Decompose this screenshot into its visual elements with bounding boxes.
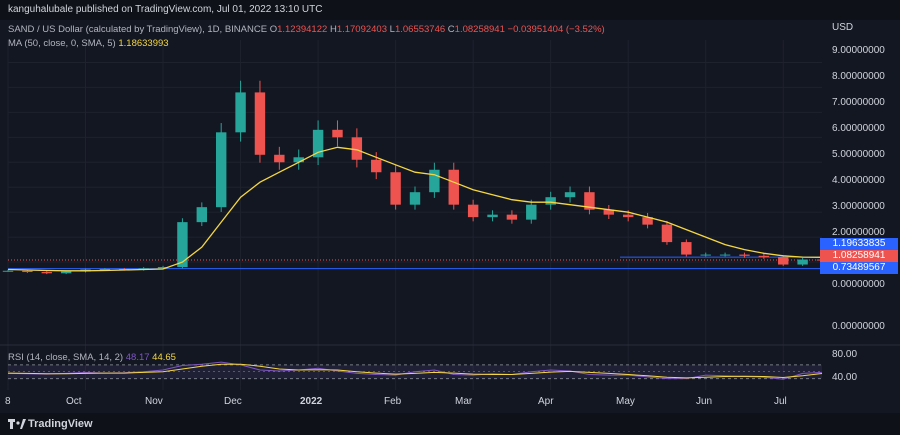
- published-by-text: kanguhalubale published on TradingView.c…: [8, 4, 323, 15]
- x-tick: Dec: [224, 396, 242, 407]
- price-candle: [215, 132, 227, 208]
- price-candle: [545, 197, 556, 205]
- high-value: 1.17092403: [336, 24, 388, 35]
- low-value: 1.06553746: [394, 24, 446, 35]
- price-candle: [312, 129, 324, 158]
- price-candle: [274, 154, 285, 163]
- rsi-tick: 40.00: [832, 372, 858, 383]
- y-tick: 2.00000000: [832, 227, 885, 238]
- x-tick: May: [616, 396, 635, 407]
- price-candle: [371, 159, 382, 173]
- x-tick: Mar: [455, 396, 473, 407]
- y-tick: 0.00000000: [832, 279, 885, 290]
- rsi-tick: 80.00: [832, 349, 858, 360]
- price-candle: [409, 192, 421, 205]
- price-candle: [429, 169, 440, 193]
- x-tick: Nov: [145, 396, 163, 407]
- price-candle: [642, 217, 653, 225]
- x-tick: Oct: [66, 396, 82, 407]
- price-candle: [22, 270, 33, 273]
- price-candle: [526, 204, 537, 220]
- y-tick: 3.00000000: [832, 201, 885, 212]
- footer-brand: TradingView: [28, 418, 93, 430]
- lower-level-badge: 0.73489567: [820, 262, 898, 274]
- open-value: 1.12394122: [277, 24, 328, 35]
- price-candle: [506, 214, 518, 220]
- rsi-ma-value: 44.65: [152, 352, 176, 363]
- price-candle: [254, 92, 266, 155]
- y-tick: 5.00000000: [832, 149, 885, 160]
- price-candle: [622, 214, 634, 218]
- y-tick: 8.00000000: [832, 71, 885, 82]
- price-candle: [487, 214, 498, 218]
- change-value: −0.03951404 (−3.52%): [507, 24, 605, 35]
- open-label: O: [269, 24, 278, 35]
- price-candle: [797, 259, 808, 265]
- close-label: C: [447, 24, 455, 35]
- x-tick: Jun: [696, 396, 713, 407]
- price-candle: [332, 129, 343, 138]
- price-candle: [681, 242, 692, 255]
- price-candle: [157, 267, 169, 269]
- x-tick: Jul: [774, 396, 787, 407]
- price-candle: [564, 192, 576, 198]
- price-candle: [661, 224, 673, 243]
- price-candle: [719, 254, 731, 256]
- price-candle: [235, 92, 246, 133]
- price-candle: [60, 271, 72, 274]
- rsi-value: 48.17: [125, 352, 150, 363]
- x-tick: 2022: [300, 396, 323, 407]
- x-tick: Apr: [538, 396, 554, 407]
- symbol-title: SAND / US Dollar (calculated by TradingV…: [8, 24, 268, 35]
- price-candle: [778, 257, 789, 265]
- ma-legend: MA (50, close, 0, SMA, 5) 1.18633993: [8, 38, 169, 49]
- tradingview-logo-icon: [8, 419, 26, 429]
- last-price-badge: 1.08258941: [820, 250, 898, 262]
- currency-label: USD: [832, 22, 854, 33]
- rsi-line: [7, 361, 823, 380]
- price-candle: [351, 137, 363, 160]
- price-candle: [584, 192, 595, 210]
- y-tick: 6.00000000: [832, 123, 885, 134]
- y-tick: 0.00000000: [832, 321, 885, 332]
- y-tick: 9.00000000: [832, 45, 885, 56]
- ohlc-legend: SAND / US Dollar (calculated by TradingV…: [8, 24, 605, 35]
- price-candle: [177, 222, 188, 268]
- price-candle: [700, 254, 711, 256]
- price-candle: [41, 272, 52, 274]
- rsi-label: RSI (14, close, SMA, 14, 2): [8, 352, 124, 363]
- high-label: H: [329, 24, 337, 35]
- upper-level-badge: 1.19633835: [820, 238, 898, 250]
- price-candle: [390, 172, 401, 205]
- y-tick: 7.00000000: [832, 97, 885, 108]
- low-label: L: [389, 24, 395, 35]
- price-candle: [448, 169, 459, 205]
- price-candle: [99, 269, 111, 271]
- price-candle: [758, 255, 770, 258]
- published-bar: kanguhalubale published on TradingView.c…: [0, 0, 900, 20]
- price-candle: [603, 209, 615, 215]
- price-candle: [739, 254, 750, 256]
- price-candle: [2, 270, 14, 272]
- y-tick: 4.00000000: [832, 175, 885, 186]
- price-candle: [293, 157, 304, 163]
- price-candle: [467, 204, 479, 218]
- x-tick: 8: [5, 396, 11, 407]
- footer-bar: TradingView: [0, 413, 900, 435]
- rsi-ma-line: [7, 363, 823, 379]
- ma-label: MA (50, close, 0, SMA, 5): [8, 38, 116, 49]
- close-value: 1.08258941: [454, 24, 505, 35]
- rsi-legend: RSI (14, close, SMA, 14, 2) 48.17 44.65: [8, 352, 176, 363]
- ma-value: 1.18633993: [118, 38, 169, 49]
- ma-line: [7, 146, 823, 272]
- x-tick: Feb: [384, 396, 402, 407]
- price-candle: [196, 207, 208, 223]
